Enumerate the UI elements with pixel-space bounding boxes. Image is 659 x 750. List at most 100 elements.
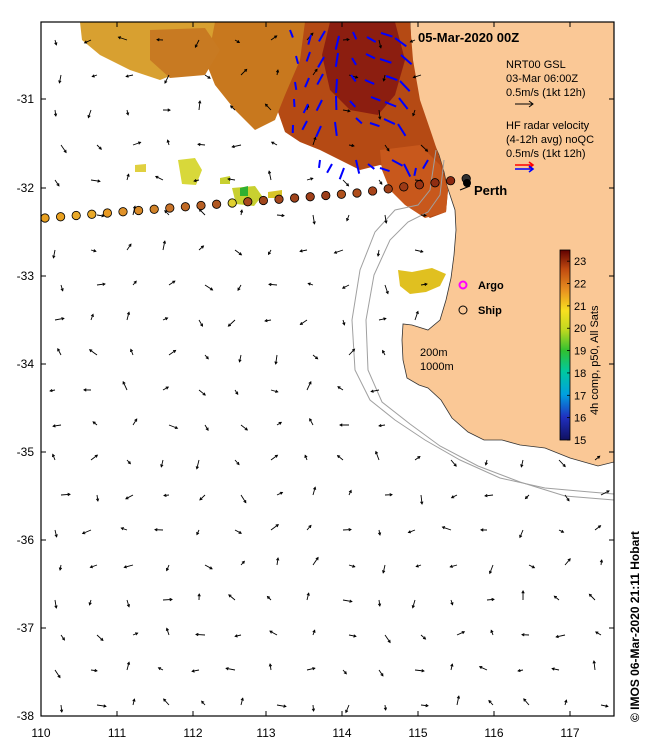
current-arrow-head	[605, 704, 609, 708]
legend-hf-line1: HF radar velocity	[506, 120, 590, 132]
current-arrow-head	[379, 181, 383, 185]
current-arrow	[348, 564, 355, 568]
current-arrow	[552, 668, 560, 671]
current-arrow-head	[122, 380, 126, 385]
legend-hf-line3: 0.5m/s (1kt 12h)	[506, 148, 585, 160]
current-arrow	[195, 39, 200, 48]
perth-marker: Perth	[459, 179, 507, 198]
current-arrow-head	[339, 423, 343, 427]
current-arrow-head	[268, 251, 271, 256]
current-arrow-head	[279, 491, 284, 495]
current-arrow-head	[54, 42, 58, 46]
current-arrow	[384, 284, 389, 294]
current-arrow	[126, 74, 134, 77]
current-arrow-head	[412, 113, 416, 117]
current-arrow	[378, 669, 384, 677]
current-arrow-head	[164, 80, 168, 84]
perth-label: Perth	[474, 183, 507, 198]
lat-label: -32	[17, 181, 35, 195]
current-arrow-head	[95, 498, 100, 502]
current-arrow	[54, 109, 57, 117]
ship-track-point	[445, 176, 456, 186]
hf-radar-arrow	[338, 167, 345, 180]
current-arrow-head	[553, 595, 558, 599]
current-arrow-head	[134, 632, 139, 636]
current-arrow-head	[348, 489, 352, 494]
current-arrow	[96, 144, 102, 150]
current-arrow-head	[54, 605, 58, 609]
current-arrow-head	[102, 282, 106, 286]
ship-track-point	[383, 184, 393, 194]
current-arrow	[192, 669, 200, 672]
current-arrow	[132, 141, 141, 146]
current-arrow-head	[453, 463, 457, 467]
current-arrow-head	[310, 32, 314, 36]
current-arrow-head	[238, 359, 242, 363]
legend-gsl-line1: NRT00 GSL	[506, 59, 566, 71]
current-arrow-head	[81, 531, 86, 535]
current-arrow-head	[278, 421, 283, 425]
current-arrow	[377, 249, 380, 256]
current-arrow-head	[353, 634, 357, 638]
current-arrow	[155, 176, 164, 181]
current-arrow-head	[308, 524, 312, 529]
current-arrow-head	[162, 240, 167, 244]
current-arrow-head	[195, 466, 199, 470]
current-arrow	[342, 109, 350, 112]
current-arrow	[342, 599, 352, 602]
ship-track-point	[274, 194, 284, 204]
current-arrow	[96, 283, 105, 286]
ship-track-point	[71, 210, 81, 221]
ship-track-point	[134, 205, 144, 216]
current-arrow	[337, 386, 344, 391]
current-arrow	[564, 558, 571, 566]
current-arrow-head	[137, 141, 142, 145]
current-arrow-head	[97, 179, 101, 183]
current-arrow	[228, 594, 236, 601]
current-arrow	[168, 350, 176, 356]
current-arrow	[132, 699, 135, 706]
current-arrow	[312, 137, 316, 146]
current-arrow	[54, 317, 64, 321]
current-arrow	[166, 628, 170, 636]
current-arrow-head	[163, 493, 167, 497]
current-arrow-head	[200, 323, 203, 327]
hf-radar-arrow	[305, 51, 311, 62]
current-arrow-head	[117, 36, 122, 40]
current-arrow-head	[126, 604, 130, 608]
current-arrow-head	[308, 381, 312, 385]
current-arrow-head	[382, 349, 386, 354]
current-arrow	[198, 101, 201, 111]
hf-radar-arrow	[367, 163, 375, 170]
current-arrow-head	[377, 532, 382, 536]
current-arrow	[276, 492, 283, 496]
current-arrow	[450, 459, 457, 467]
current-arrow-head	[450, 495, 455, 499]
hf-radar-arrow	[403, 163, 412, 177]
current-arrow-head	[415, 564, 419, 568]
current-arrow	[589, 593, 596, 601]
current-arrow	[60, 284, 64, 291]
hf-radar-arrow	[383, 118, 396, 125]
current-arrow-head	[132, 698, 136, 702]
current-arrow	[121, 527, 128, 531]
current-arrow	[348, 634, 356, 637]
current-arrow-head	[456, 695, 461, 699]
lat-label: -37	[17, 621, 35, 635]
current-arrow-head	[387, 639, 391, 644]
current-arrow-head	[165, 386, 170, 390]
hf-radar-arrow	[335, 78, 338, 94]
current-arrow	[204, 74, 211, 79]
current-arrow-head	[155, 175, 159, 179]
current-arrow-head	[236, 461, 240, 466]
current-arrow	[450, 664, 453, 671]
current-arrow-head	[125, 74, 129, 78]
lat-label: -31	[17, 92, 35, 106]
lat-label: -36	[17, 533, 35, 547]
current-arrow-head	[120, 527, 124, 531]
current-arrow-head	[341, 285, 346, 289]
current-arrow	[384, 144, 390, 152]
current-arrow	[270, 389, 278, 393]
current-arrow-head	[420, 249, 424, 253]
current-arrow-head	[309, 418, 313, 422]
